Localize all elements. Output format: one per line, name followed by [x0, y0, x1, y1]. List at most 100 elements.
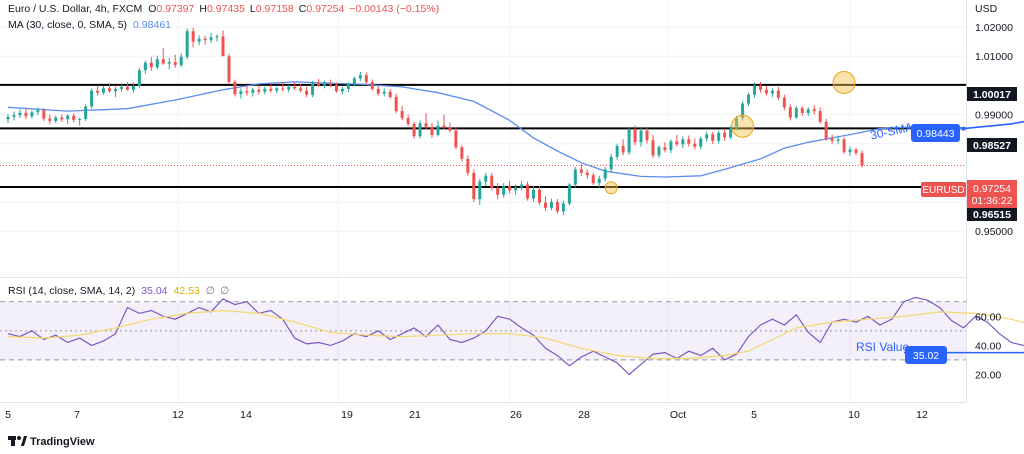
time-tick-label: 5 [751, 409, 757, 421]
candle [436, 120, 440, 137]
candle [597, 175, 601, 188]
candle [149, 56, 153, 71]
time-tick-label: 7 [74, 409, 80, 421]
candle [131, 82, 135, 93]
candle [84, 104, 88, 121]
header-ma: MA (30, close, 0, SMA, 5) 0.98461 [8, 19, 171, 31]
candle [263, 86, 267, 95]
candle [96, 85, 100, 96]
candle [854, 147, 858, 156]
candle [12, 111, 16, 121]
candle [317, 78, 321, 87]
price-tick-label: 0.95000 [975, 226, 1013, 238]
candle [675, 134, 679, 147]
rsi-header: RSI (14, close, SMA, 14, 2) 35.04 42.53 ∅ ∅ [8, 285, 229, 297]
candle [669, 139, 673, 154]
candle [711, 132, 715, 144]
candle [651, 134, 655, 159]
rsi-line [7, 296, 1024, 376]
ma-projection-arrow [963, 120, 1024, 130]
candle [173, 54, 177, 68]
candle [609, 153, 613, 173]
candle [585, 169, 589, 179]
candle [418, 120, 422, 139]
time-tick-label: 21 [409, 409, 421, 421]
rsi-tick-label: 60.00 [975, 311, 1001, 323]
candle [90, 88, 94, 109]
candle [555, 199, 559, 214]
svg-text:35.02: 35.02 [913, 350, 939, 362]
candle [514, 184, 518, 195]
candle [603, 167, 607, 182]
candle [370, 79, 374, 91]
candle [239, 88, 243, 99]
svg-text:0.98443: 0.98443 [917, 128, 955, 140]
candle [394, 93, 398, 114]
time-tick-label: 12 [916, 409, 928, 421]
candle [161, 48, 165, 65]
level-tag-3: 0.96515 [967, 207, 1017, 221]
candle [812, 105, 816, 115]
svg-text:TradingView: TradingView [30, 436, 95, 448]
candle [490, 172, 494, 191]
rsi-tag: 35.02 [905, 346, 947, 364]
candle [400, 105, 404, 121]
candle [155, 55, 159, 70]
time-tick-label: 19 [341, 409, 353, 421]
candle [663, 142, 667, 153]
candle [293, 82, 297, 90]
candle [376, 85, 380, 96]
candle [818, 107, 822, 124]
candle [251, 87, 255, 97]
candle [209, 32, 213, 44]
candle [549, 198, 553, 211]
candle [299, 84, 303, 93]
candle [705, 131, 709, 142]
candle [346, 82, 350, 92]
time-tick-label: 28 [578, 409, 590, 421]
candle [269, 84, 273, 93]
candle [179, 53, 183, 68]
candle [729, 126, 733, 140]
ma-anchor-dot [961, 126, 966, 131]
candle [66, 113, 70, 124]
candle [340, 86, 344, 95]
price-tick-label: 1.02000 [975, 22, 1013, 34]
candle [221, 30, 225, 57]
candle [699, 136, 703, 150]
candle [388, 88, 392, 99]
candle [466, 155, 470, 176]
candle [741, 101, 745, 121]
candle [460, 145, 464, 162]
rsi-tick-label: 20.00 [975, 369, 1001, 381]
candle [836, 135, 840, 145]
candle [764, 85, 768, 96]
highlight-circle [731, 114, 755, 138]
svg-text:0.96515: 0.96515 [973, 209, 1011, 221]
candle [639, 127, 643, 147]
candle [591, 172, 595, 186]
candle [788, 104, 792, 121]
candle [203, 35, 207, 45]
tradingview-logo: TradingView [8, 436, 95, 448]
level-tag-2: 0.98527 [967, 138, 1017, 152]
rsi-annotation: RSI Value [856, 340, 909, 354]
candle [42, 108, 46, 121]
svg-text:0.97254: 0.97254 [973, 183, 1011, 195]
svg-text:0.98527: 0.98527 [973, 140, 1011, 152]
time-tick-label: 12 [172, 409, 184, 421]
candle [573, 167, 577, 188]
header-symbol: Euro / U.S. Dollar, 4h, FXCM O0.97397 H0.9… [8, 3, 439, 15]
candle [543, 196, 547, 211]
candle [430, 122, 434, 138]
candle [567, 183, 571, 206]
candle [281, 82, 285, 92]
candle [442, 114, 446, 130]
candle [328, 79, 332, 87]
candle [108, 83, 112, 93]
tick-labels: 1.020001.010000.990000.980000.960000.950… [5, 22, 1013, 421]
candle [36, 107, 40, 116]
candle [143, 60, 147, 74]
candle [472, 169, 476, 203]
